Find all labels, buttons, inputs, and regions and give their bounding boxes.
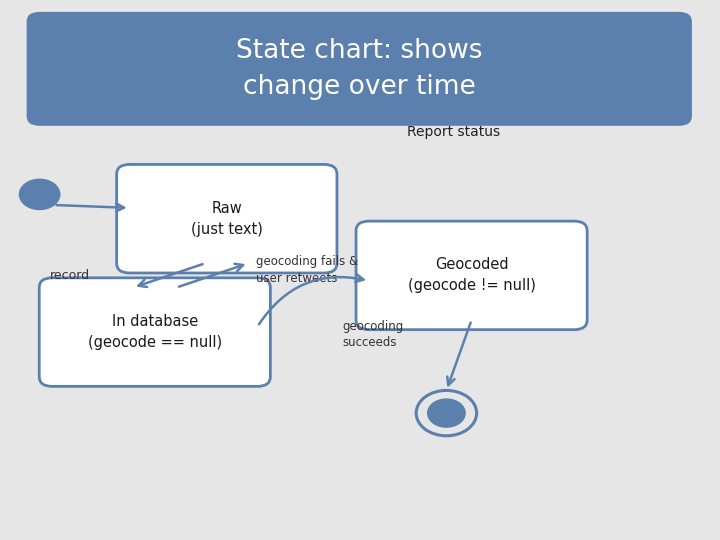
FancyBboxPatch shape <box>27 12 692 126</box>
FancyBboxPatch shape <box>117 164 337 273</box>
Text: record: record <box>50 269 90 282</box>
Circle shape <box>428 399 465 427</box>
Text: In database
(geocode == null): In database (geocode == null) <box>88 314 222 350</box>
FancyBboxPatch shape <box>40 278 270 387</box>
Text: Geocoded
(geocode != null): Geocoded (geocode != null) <box>408 258 536 293</box>
Text: Report status: Report status <box>407 125 500 139</box>
Text: State chart: shows
change over time: State chart: shows change over time <box>236 38 482 100</box>
Text: geocoding
succeeds: geocoding succeeds <box>342 320 403 349</box>
Text: geocoding fails &
user retweets: geocoding fails & user retweets <box>256 255 358 285</box>
Text: Raw
(just text): Raw (just text) <box>191 201 263 237</box>
Circle shape <box>19 179 60 210</box>
FancyBboxPatch shape <box>356 221 588 329</box>
